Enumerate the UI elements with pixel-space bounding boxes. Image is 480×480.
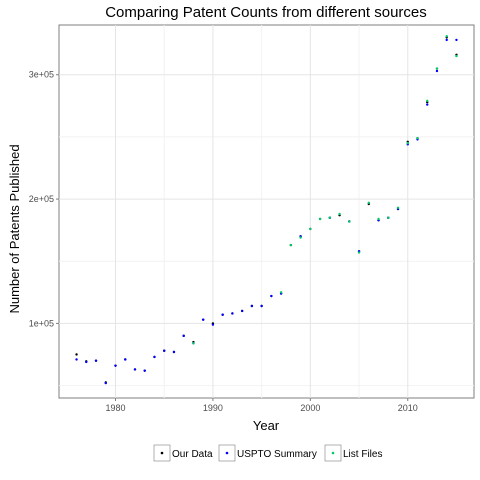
data-point: [221, 313, 223, 315]
data-point: [436, 70, 438, 72]
data-point: [368, 202, 370, 204]
x-tick-label: 2010: [398, 403, 418, 413]
data-point: [377, 218, 379, 220]
data-point: [114, 364, 116, 366]
data-point: [426, 100, 428, 102]
data-point: [455, 55, 457, 57]
legend-label: Our Data: [172, 449, 213, 460]
data-point: [124, 358, 126, 360]
data-point: [153, 356, 155, 358]
data-point: [290, 244, 292, 246]
data-point: [358, 251, 360, 253]
data-point: [446, 39, 448, 41]
legend-label: List Files: [343, 449, 382, 460]
y-tick-label: 3e+05: [29, 70, 54, 80]
legend: Our Data USPTO Summary List Files: [154, 445, 382, 461]
data-point: [231, 312, 233, 314]
data-point: [309, 228, 311, 230]
data-point: [241, 310, 243, 312]
data-point: [260, 305, 262, 307]
data-point: [134, 368, 136, 370]
data-point: [75, 358, 77, 360]
data-point: [436, 67, 438, 69]
x-tick-label: 1990: [203, 403, 223, 413]
data-point: [387, 217, 389, 219]
y-tick-label: 1e+05: [29, 318, 54, 328]
y-axis-ticks: 1e+05 2e+05 3e+05: [29, 70, 59, 329]
y-axis-title: Number of Patents Published: [7, 144, 22, 313]
x-axis-title: Year: [253, 418, 280, 433]
data-point: [251, 305, 253, 307]
legend-key-point: [332, 452, 335, 455]
data-point: [329, 217, 331, 219]
data-point: [105, 382, 107, 384]
data-point: [192, 342, 194, 344]
legend-key-point: [161, 452, 164, 455]
data-point: [455, 39, 457, 41]
data-point: [446, 35, 448, 37]
data-point: [299, 236, 301, 238]
data-point: [144, 369, 146, 371]
data-point: [338, 213, 340, 215]
data-point: [426, 103, 428, 105]
data-point: [202, 318, 204, 320]
x-tick-label: 1980: [105, 403, 125, 413]
data-point: [416, 137, 418, 139]
legend-label: USPTO Summary: [237, 449, 317, 460]
data-point: [270, 295, 272, 297]
plot-panel: [59, 25, 474, 398]
data-point: [85, 361, 87, 363]
legend-key-point: [226, 452, 229, 455]
chart-title: Comparing Patent Counts from different s…: [105, 4, 427, 21]
data-point: [182, 335, 184, 337]
data-point: [397, 207, 399, 209]
data-point: [163, 350, 165, 352]
data-point: [407, 142, 409, 144]
x-axis-ticks: 1980 1990 2000 2010: [105, 398, 417, 413]
y-tick-label: 2e+05: [29, 194, 54, 204]
x-tick-label: 2000: [300, 403, 320, 413]
plot-border: [59, 25, 474, 398]
data-point: [173, 351, 175, 353]
data-point: [280, 291, 282, 293]
data-point: [75, 353, 77, 355]
data-point: [348, 220, 350, 222]
data-point: [212, 323, 214, 325]
data-point: [319, 218, 321, 220]
data-point: [95, 360, 97, 362]
